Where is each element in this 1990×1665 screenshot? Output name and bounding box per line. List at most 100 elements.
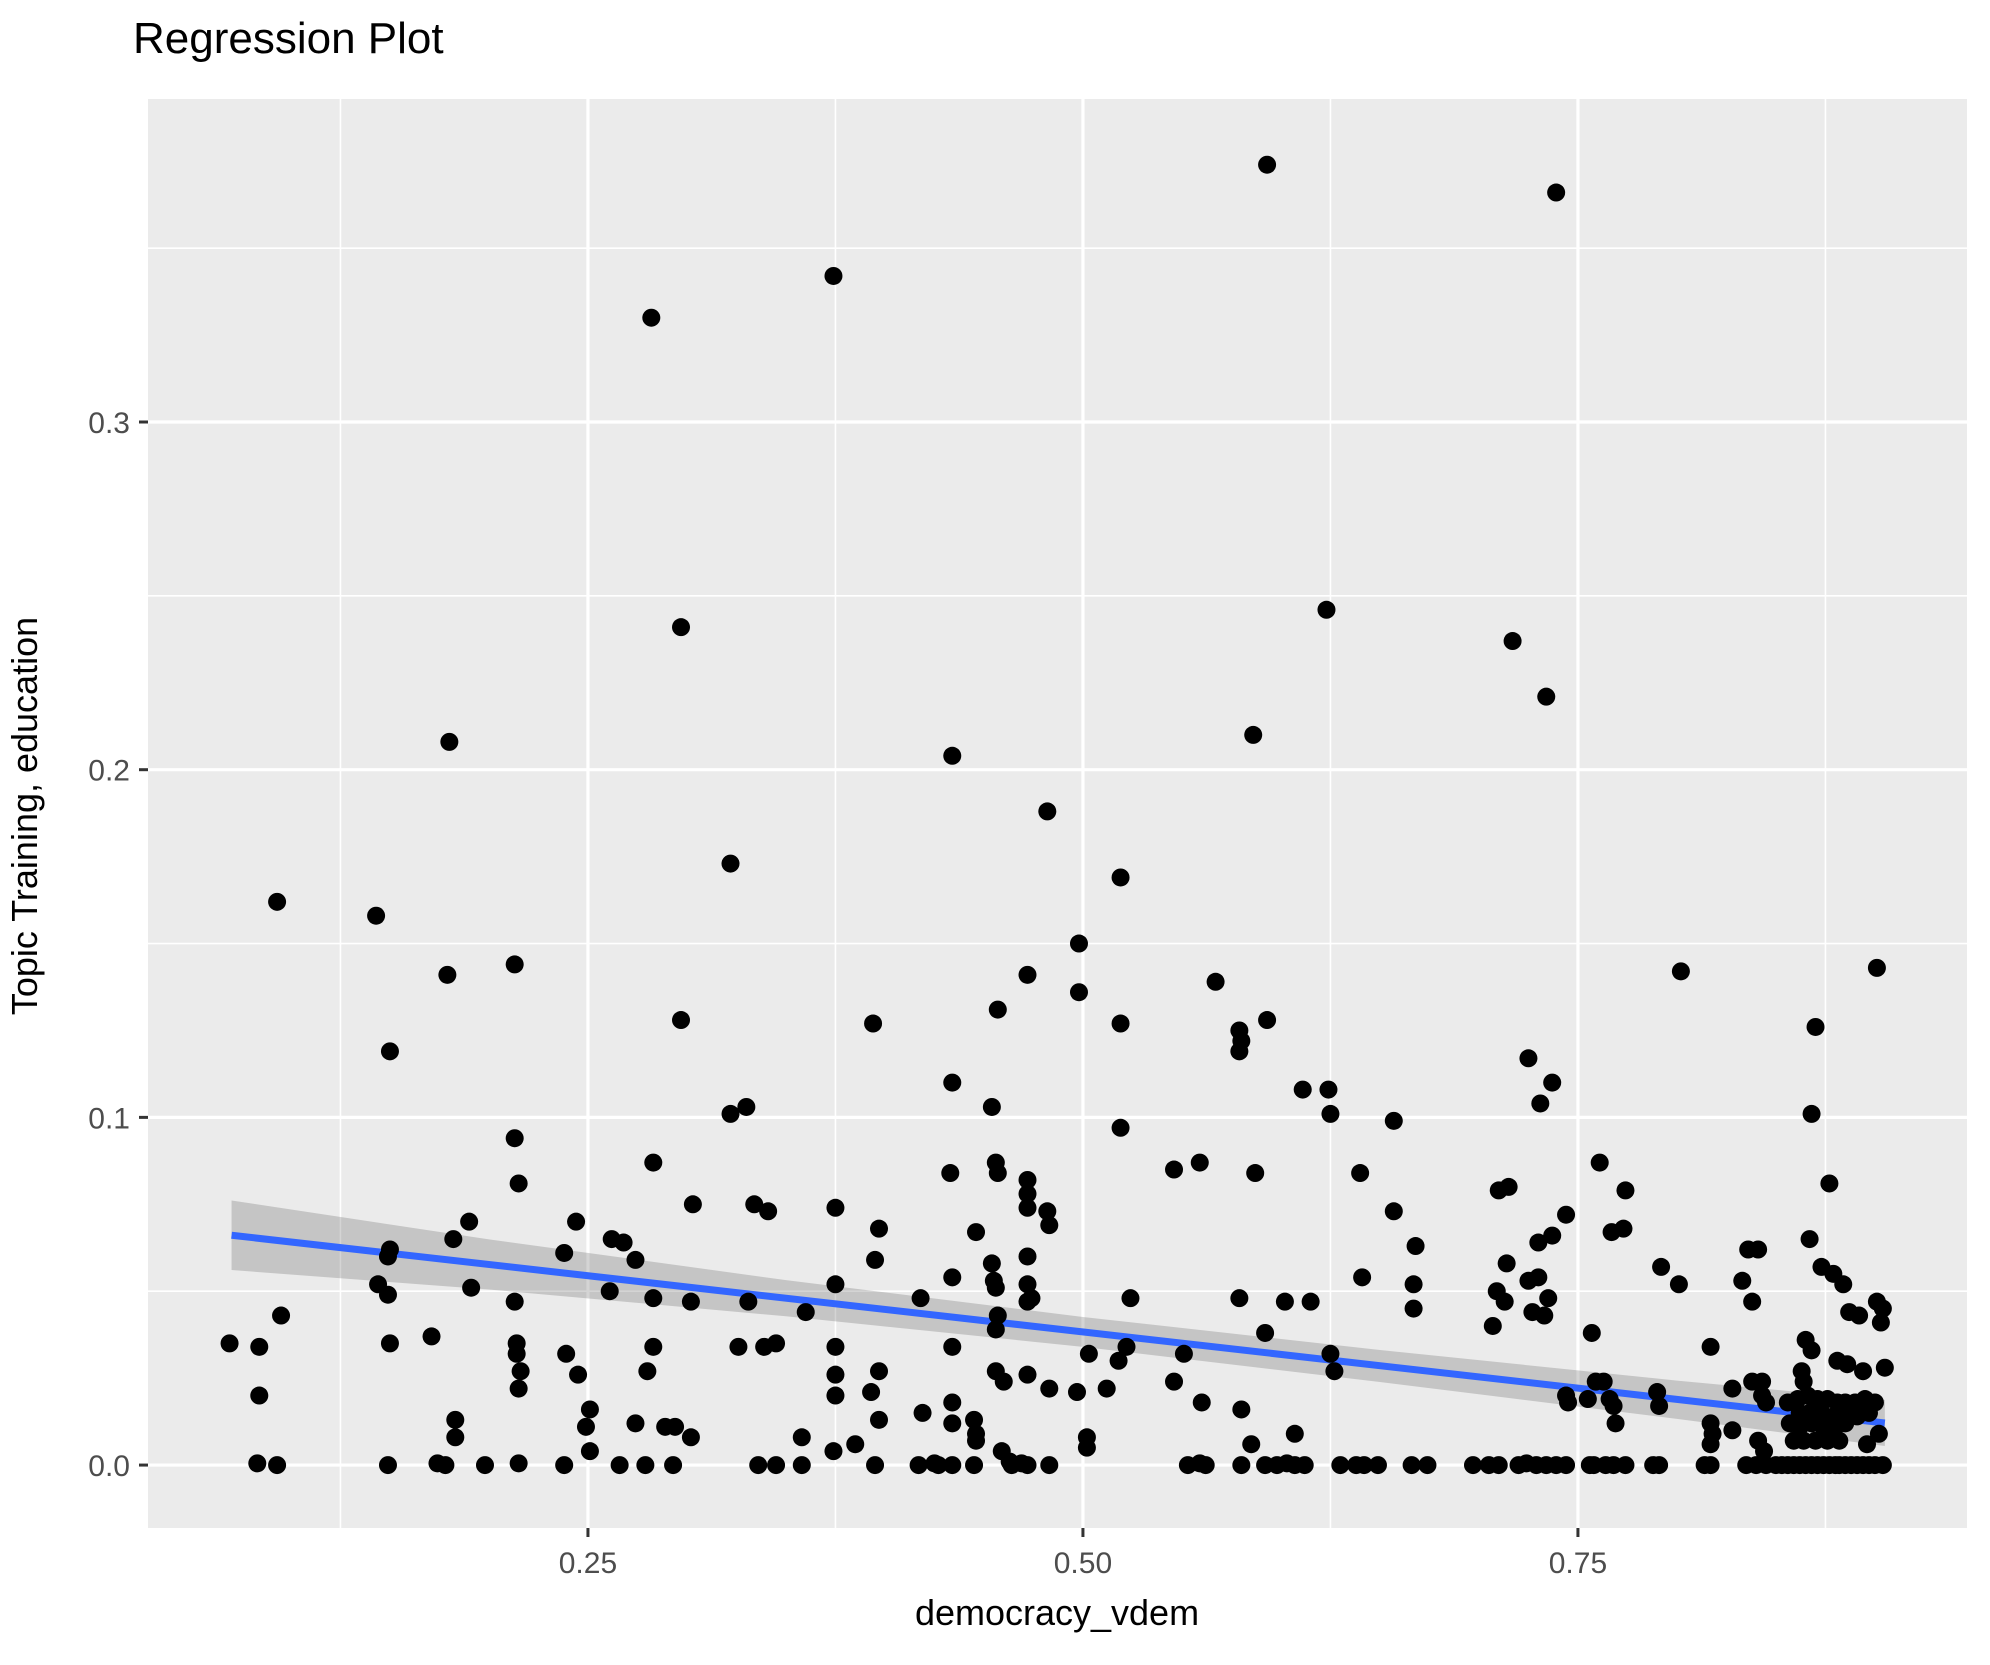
data-point [1495, 1292, 1514, 1311]
data-point [1497, 1254, 1516, 1273]
data-point [1018, 965, 1037, 984]
data-point [672, 618, 691, 637]
data-point [1040, 1456, 1059, 1475]
data-point [1590, 1153, 1609, 1172]
data-point [1529, 1268, 1548, 1287]
data-point [1671, 962, 1690, 981]
data-point [1499, 1177, 1518, 1196]
data-point [1489, 1456, 1508, 1475]
data-point [444, 1230, 463, 1249]
data-point [1111, 1014, 1130, 1033]
data-point [1806, 1017, 1825, 1036]
data-point [1325, 1362, 1344, 1381]
data-point [1650, 1456, 1669, 1475]
data-point [1079, 1344, 1098, 1363]
data-point [1830, 1431, 1849, 1450]
scatter-points [220, 155, 1894, 1475]
data-point [505, 1292, 524, 1311]
data-point [1402, 1456, 1421, 1475]
data-point [1578, 1390, 1597, 1409]
data-point [1258, 155, 1277, 174]
data-point [614, 1233, 633, 1252]
data-point [1838, 1355, 1857, 1374]
data-point [1755, 1442, 1774, 1461]
data-point [792, 1456, 811, 1475]
data-point [1802, 1341, 1821, 1360]
data-point [1018, 1365, 1037, 1384]
data-point [826, 1386, 845, 1405]
data-point [644, 1153, 663, 1172]
data-point [1384, 1111, 1403, 1130]
data-point [580, 1442, 599, 1461]
data-point [1723, 1379, 1742, 1398]
data-point [505, 955, 524, 974]
data-point [729, 1337, 748, 1356]
data-point [1614, 1219, 1633, 1238]
data-point [446, 1410, 465, 1429]
data-point [509, 1454, 528, 1473]
data-point [988, 1164, 1007, 1183]
data-point [1871, 1313, 1890, 1332]
data-point [1351, 1164, 1370, 1183]
data-point [1301, 1292, 1320, 1311]
plot-title: Regression Plot [133, 14, 444, 63]
data-point [250, 1386, 269, 1405]
data-point [664, 1456, 683, 1475]
data-point [1802, 1104, 1821, 1123]
data-point [1873, 1299, 1892, 1318]
data-point [636, 1456, 655, 1475]
data-point [600, 1282, 619, 1301]
data-point [1256, 1323, 1275, 1342]
data-point [1503, 632, 1522, 651]
data-point [555, 1243, 574, 1262]
x-tick-label: 0.75 [1549, 1547, 1607, 1580]
data-point [739, 1292, 758, 1311]
data-point [1165, 1160, 1184, 1179]
data-point [1539, 1289, 1558, 1308]
data-point [986, 1278, 1005, 1297]
data-point [555, 1456, 574, 1475]
data-point [1192, 1393, 1211, 1412]
data-point [988, 1306, 1007, 1325]
y-tick-label: 0.3 [88, 407, 130, 440]
data-point [1232, 1400, 1251, 1419]
data-point [1230, 1289, 1249, 1308]
data-point [1701, 1337, 1720, 1356]
data-point [1190, 1153, 1209, 1172]
plot-panel-background [148, 99, 1967, 1528]
axis-tick-marks [139, 420, 1580, 1537]
data-point [846, 1435, 865, 1454]
data-point [1535, 1306, 1554, 1325]
data-point [826, 1337, 845, 1356]
confidence-band-area [231, 1200, 1885, 1446]
data-point [567, 1212, 586, 1231]
data-point [1038, 1202, 1057, 1221]
data-point [1463, 1456, 1482, 1475]
y-axis-title: Topic Training, education [4, 616, 46, 1016]
data-point [507, 1344, 526, 1363]
data-point [1547, 183, 1566, 202]
data-point [1858, 1435, 1877, 1454]
data-point [1121, 1289, 1140, 1308]
data-point [1559, 1393, 1578, 1412]
data-point [721, 1104, 740, 1123]
data-point [509, 1174, 528, 1193]
data-point [909, 1456, 928, 1475]
data-point [1038, 802, 1057, 821]
data-point [1519, 1049, 1538, 1068]
data-point [576, 1417, 595, 1436]
confidence-band [231, 1200, 1885, 1446]
data-point [1875, 1358, 1894, 1377]
data-point [272, 1306, 291, 1325]
data-point [422, 1327, 441, 1346]
minor-gridlines [148, 99, 1967, 1528]
data-point [1404, 1299, 1423, 1318]
data-point [1069, 983, 1088, 1002]
data-point [1040, 1379, 1059, 1398]
data-point [380, 1334, 399, 1353]
data-point [721, 854, 740, 873]
data-point [967, 1431, 986, 1450]
data-point [380, 1042, 399, 1061]
data-point [569, 1365, 588, 1384]
data-point [672, 1011, 691, 1030]
